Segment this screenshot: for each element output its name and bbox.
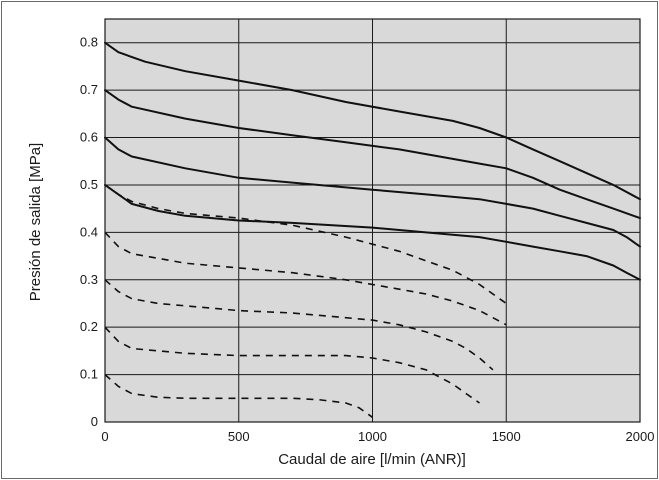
- x-tick-label: 2000: [626, 429, 655, 444]
- y-tick-label: 0.7: [80, 82, 98, 97]
- y-tick-label: 0.4: [80, 224, 98, 239]
- series-line-1: [104, 41, 641, 201]
- plot-border: [104, 18, 641, 423]
- y-axis-label: Presión de salida [MPa]: [27, 143, 44, 301]
- y-tick-label: 0.8: [80, 35, 98, 50]
- series-line-8: [104, 326, 480, 404]
- y-tick-label: 0.2: [80, 319, 98, 334]
- y-tick-labels: 0 0.1 0.2 0.3 0.4 0.5 0.6 0.7 0.8: [80, 35, 98, 429]
- y-tick-label: 0: [91, 414, 98, 429]
- y-tick-label: 0.6: [80, 130, 98, 145]
- series-group: [104, 41, 641, 418]
- y-tick-label: 0.5: [80, 177, 98, 192]
- series-line-5: [104, 184, 507, 305]
- x-tick-label: 500: [228, 429, 250, 444]
- grid-lines: [105, 19, 640, 422]
- series-line-2: [104, 89, 641, 220]
- series-line-6: [104, 231, 507, 326]
- x-axis-label: Caudal de aire [l/min (ANR)]: [278, 451, 466, 468]
- series-line-9: [104, 373, 373, 418]
- x-tick-label: 0: [101, 429, 108, 444]
- y-tick-label: 0.1: [80, 367, 98, 382]
- series-line-4: [104, 183, 641, 281]
- y-tick-label: 0.3: [80, 272, 98, 287]
- x-tick-labels: 0 500 1000 1500 2000: [101, 429, 654, 444]
- x-tick-label: 1500: [492, 429, 521, 444]
- x-tick-label: 1000: [358, 429, 387, 444]
- series-line-3: [104, 136, 641, 248]
- series-line-7: [104, 279, 494, 371]
